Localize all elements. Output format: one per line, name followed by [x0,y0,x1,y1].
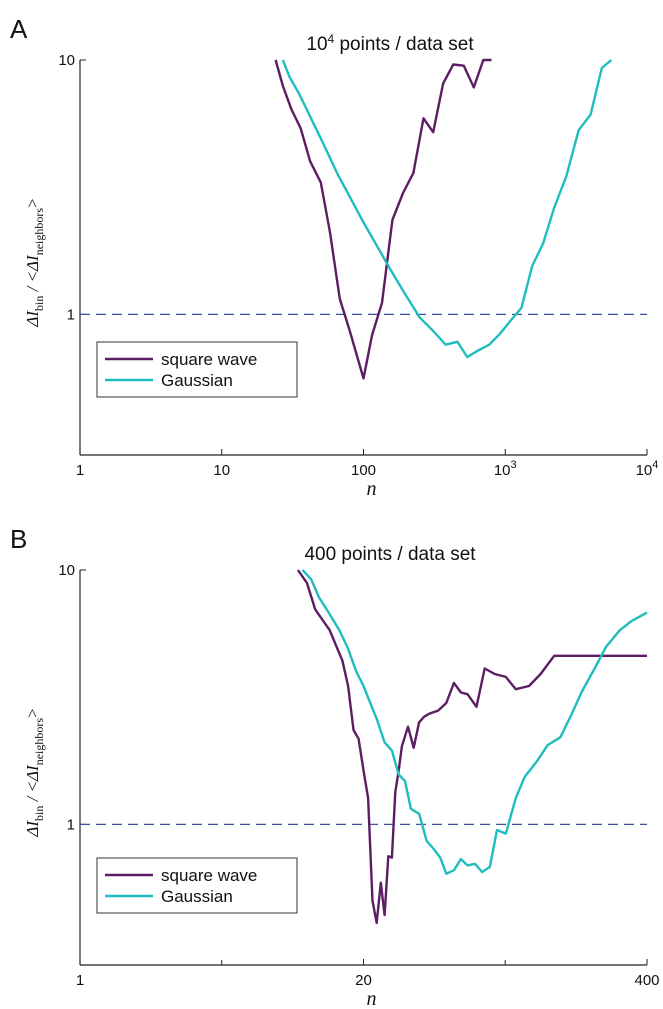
y-label-end: > [23,708,42,718]
y-label-sub-bin: bin [32,806,46,821]
y-label-delta-bin: ΔI [23,310,42,328]
legend-label: Gaussian [161,887,233,906]
panel-letter: A [10,14,28,44]
x-tick-label: 103 [494,459,517,479]
x-tick-label-base: 100 [351,462,376,479]
y-tick-label: 1 [67,306,75,323]
chart-title: 104 points / data set [306,32,474,55]
chart-title-base: 10 [306,34,327,55]
y-label-sub-neighbors: neighbors [32,208,46,256]
x-tick-label: 20 [355,972,372,989]
x-tick-label-base: 1 [76,462,84,479]
panel-letter: B [10,524,27,554]
x-tick-label: 10 [213,462,230,479]
x-tick-label-sup: 3 [511,459,517,471]
y-label-sub-neighbors: neighbors [32,718,46,766]
series-line-gaussian [301,569,648,875]
x-tick-label: 1 [76,462,84,479]
legend-label: square wave [161,350,257,369]
x-tick-label-base: 1 [76,972,84,989]
legend-label: Gaussian [161,371,233,390]
y-label-sub-bin: bin [32,296,46,311]
panel-B: B 400 points / data set 1 10 1 20 400 n ΔIbin / … [10,524,660,1009]
x-axis-label: n [367,478,377,500]
legend: square wave Gaussian [96,857,298,914]
y-tick-label: 10 [58,562,75,579]
x-tick-label: 104 [636,459,659,479]
y-label-mid: / <ΔI [23,254,42,296]
series-line-gaussian [281,59,613,359]
y-tick-label: 1 [67,816,75,833]
x-tick-label-base: 20 [355,972,372,989]
chart-title-rest: points / data set [334,34,474,55]
y-label-mid: / <ΔI [23,764,42,806]
y-axis-label: ΔIbin / <ΔIneighbors> [23,708,46,837]
x-tick-label-base: 10 [494,462,511,479]
y-label-delta-bin: ΔI [23,820,42,838]
x-tick-label-base: 400 [634,972,659,989]
series-line-square-wave [274,58,492,380]
legend-box [96,341,298,398]
x-tick-label-sup: 4 [652,459,658,471]
chart-title: 400 points / data set [304,544,476,565]
series-line-square-wave [296,569,647,925]
legend: square wave Gaussian [96,341,298,398]
chart-title-sup: 4 [328,32,335,46]
legend-box [96,857,298,914]
chart-title-base: 400 points / data set [304,544,476,565]
x-tick-label: 400 [634,972,659,989]
x-tick-label-base: 10 [213,462,230,479]
x-tick-label: 1 [76,972,84,989]
y-label-end: > [23,198,42,208]
x-tick-label-base: 10 [636,462,653,479]
legend-label: square wave [161,866,257,885]
x-axis-label: n [367,988,377,1009]
y-tick-label: 10 [58,52,75,69]
y-axis-label: ΔIbin / <ΔIneighbors> [23,198,46,327]
x-tick-label: 100 [351,462,376,479]
